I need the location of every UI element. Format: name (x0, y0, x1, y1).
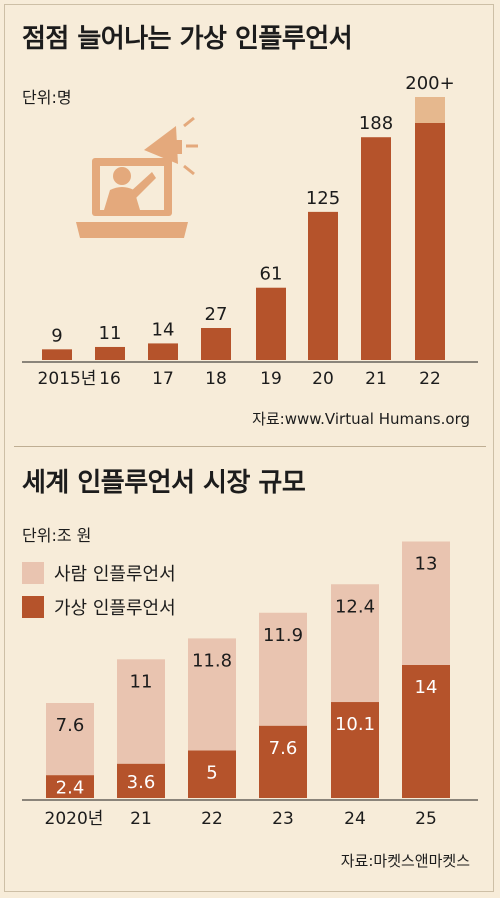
top-bar-3 (201, 328, 231, 360)
top-tick-label-3: 18 (205, 369, 227, 389)
legend-swatch-virtual (22, 596, 44, 618)
top-value-label-6: 188 (359, 113, 393, 134)
top-chart-unit: 단위:명 (22, 88, 72, 107)
top-bar-5 (308, 211, 338, 360)
top-bar-4 (256, 287, 286, 360)
top-chart-title: 점점 늘어나는 가상 인플루언서 (22, 24, 353, 54)
top-bar-6 (361, 137, 391, 360)
top-tick-label-6: 21 (365, 369, 387, 389)
legend-item-human: 사람 인플루언서 (22, 560, 176, 586)
top-bar-plus-segment (415, 97, 445, 123)
top-tick-label-1: 16 (99, 369, 121, 389)
legend-item-virtual: 가상 인플루언서 (22, 594, 176, 620)
influencer-laptop-megaphone-icon (76, 116, 198, 238)
top-bar-chart: 9 2015년 11 16 14 17 27 18 61 19 125 20 188 21 200+ 22 (22, 73, 478, 389)
section-divider (14, 446, 486, 447)
top-value-label-1: 11 (99, 323, 122, 344)
top-bar-0 (42, 349, 72, 360)
top-chart-source: 자료:www.Virtual Humans.org (252, 410, 470, 428)
top-value-label-5: 125 (306, 188, 340, 209)
top-bar-2 (148, 343, 178, 360)
top-tick-label-7: 22 (419, 369, 441, 389)
top-value-label-0: 9 (51, 325, 62, 346)
legend-label-human: 사람 인플루언서 (54, 564, 176, 585)
top-tick-label-5: 20 (312, 369, 334, 389)
infographic-frame (4, 4, 494, 892)
legend-swatch-human (22, 562, 44, 584)
top-bar-7 (415, 123, 445, 360)
bottom-chart-source: 자료:마켓스앤마켓스 (340, 852, 470, 870)
top-value-label-2: 14 (152, 319, 175, 340)
top-tick-label-4: 19 (260, 369, 282, 389)
top-value-label-4: 61 (260, 264, 283, 285)
bottom-chart-title: 세계 인플루언서 시장 규모 (22, 468, 306, 498)
top-value-label-3: 27 (205, 304, 228, 325)
top-tick-label-0: 2015년 (38, 369, 97, 389)
legend-label-virtual: 가상 인플루언서 (54, 598, 176, 619)
top-tick-label-2: 17 (152, 369, 174, 389)
top-value-label-7: 200+ (405, 73, 454, 94)
bottom-chart-unit: 단위:조 원 (22, 526, 92, 545)
top-bar-1 (95, 346, 125, 360)
